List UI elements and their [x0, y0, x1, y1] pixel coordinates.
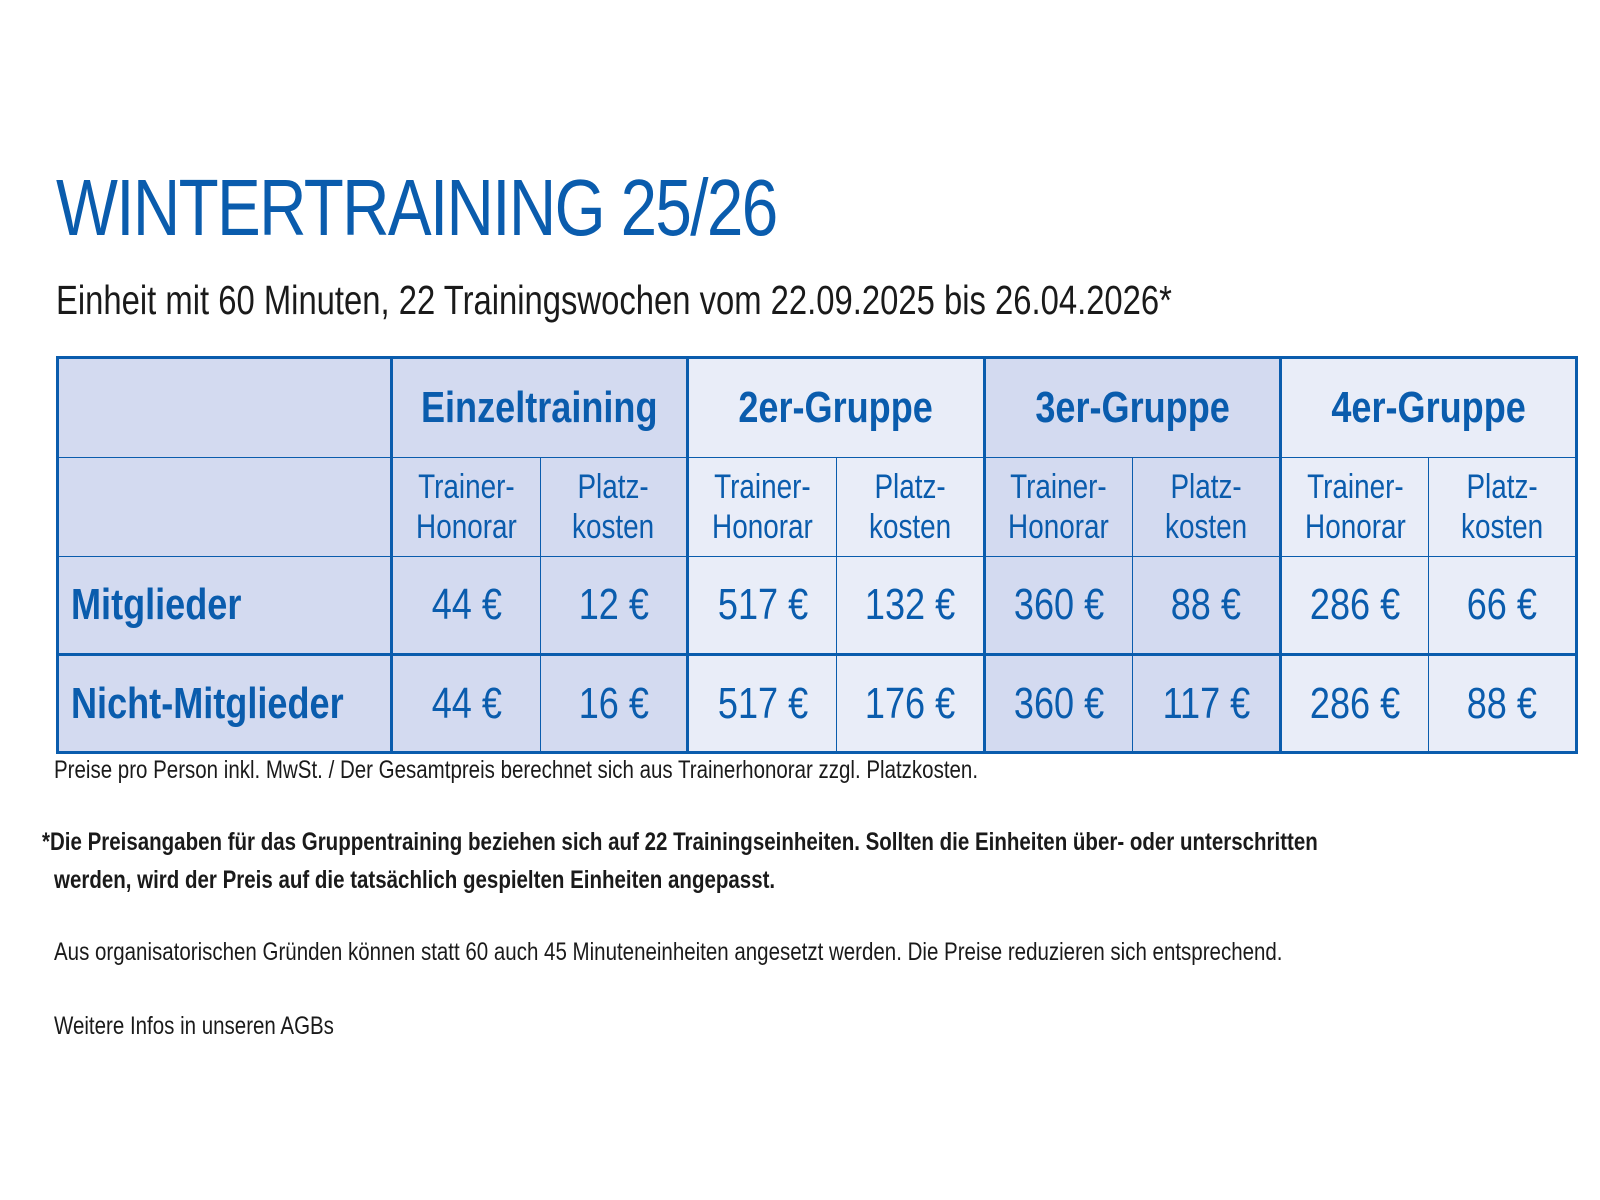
price-note: Preise pro Person inkl. MwSt. / Der Gesa…	[54, 756, 979, 784]
price-cell: 44 €	[390, 653, 541, 753]
group-header-row: Einzeltraining 2er-Gruppe 3er-Gruppe 4er…	[56, 357, 1578, 458]
subheader-trainer: Trainer- Honorar	[1278, 457, 1430, 557]
price-cell: 176 €	[835, 653, 985, 753]
price-cell: 132 €	[835, 556, 985, 655]
subheader-trainer: Trainer- Honorar	[982, 457, 1134, 557]
row-label: Nicht-Mitglieder	[56, 653, 393, 753]
price-cell: 16 €	[539, 653, 689, 753]
agb-note: Weitere Infos in unseren AGBs	[54, 1012, 334, 1040]
row-label: Mitglieder	[56, 556, 393, 655]
subheader-blank	[56, 457, 393, 557]
price-cell: 360 €	[982, 653, 1134, 753]
price-table: Einzeltraining 2er-Gruppe 3er-Gruppe 4er…	[56, 356, 1578, 754]
subheader-platz: Platz-kosten	[1132, 457, 1281, 557]
price-cell: 286 €	[1278, 556, 1430, 655]
footnote-line-1: *Die Preisangaben für das Gruppentrainin…	[42, 828, 1318, 856]
price-cell: 517 €	[686, 556, 837, 655]
price-cell: 360 €	[982, 556, 1134, 655]
organisation-note: Aus organisatorischen Gründen können sta…	[54, 938, 1283, 966]
price-cell: 88 €	[1132, 556, 1281, 655]
price-cell: 117 €	[1132, 653, 1281, 753]
subheader-platz: Platz-kosten	[1428, 457, 1577, 557]
group-header-3er: 3er-Gruppe	[982, 357, 1281, 458]
group-header-4er: 4er-Gruppe	[1278, 357, 1578, 458]
page-subtitle: Einheit mit 60 Minuten, 22 Trainingswoch…	[56, 277, 1172, 323]
subheader-platz: Platz-kosten	[835, 457, 985, 557]
price-cell: 66 €	[1428, 556, 1577, 655]
price-cell: 44 €	[390, 556, 541, 655]
footnote-line-2: werden, wird der Preis auf die tatsächli…	[54, 866, 776, 894]
price-cell: 286 €	[1278, 653, 1430, 753]
subheader-row: Trainer- Honorar Platz-kosten Trainer- Hon…	[56, 457, 1577, 557]
corner-cell	[56, 357, 393, 458]
page-title: WINTERTRAINING 25/26	[56, 163, 778, 252]
table-row-mitglieder: Mitglieder 44 € 12 € 517 € 132 € 360 € 8…	[56, 556, 1577, 655]
subheader-trainer: Trainer- Honorar	[390, 457, 541, 557]
price-cell: 88 €	[1428, 653, 1577, 753]
group-header-2er: 2er-Gruppe	[686, 357, 985, 458]
table-row-nicht-mitglieder: Nicht-Mitglieder 44 € 16 € 517 € 176 € 3…	[56, 653, 1577, 753]
group-header-einzeltraining: Einzeltraining	[390, 357, 689, 458]
subheader-trainer: Trainer- Honorar	[686, 457, 837, 557]
price-cell: 12 €	[539, 556, 689, 655]
subheader-platz: Platz-kosten	[539, 457, 689, 557]
price-cell: 517 €	[686, 653, 837, 753]
